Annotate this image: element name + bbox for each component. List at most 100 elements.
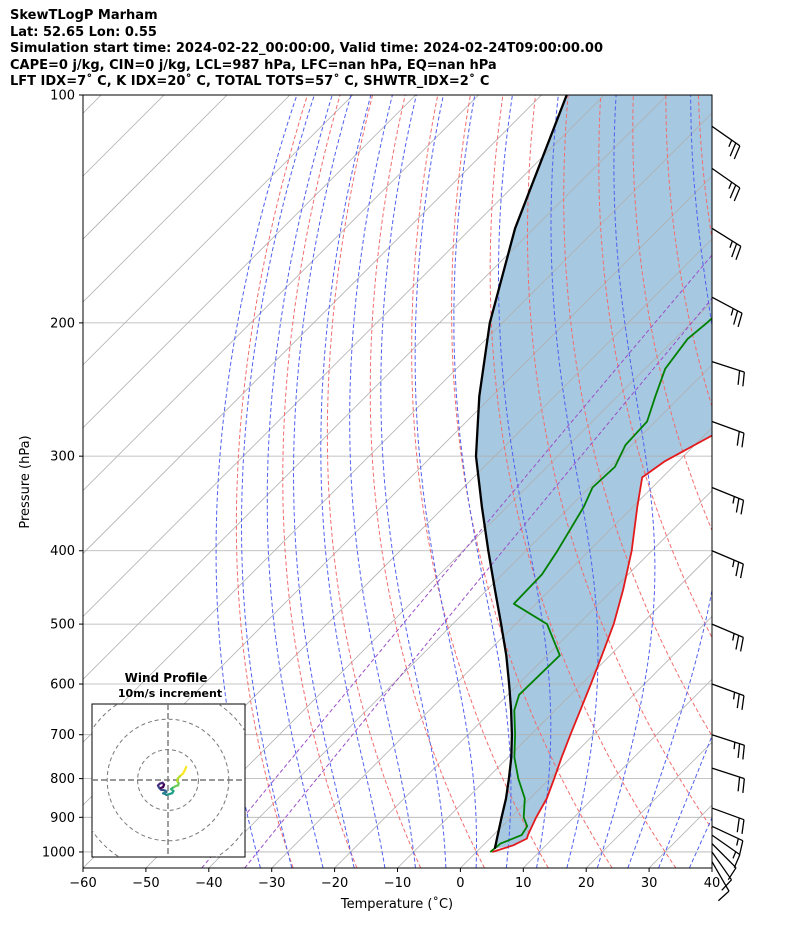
mixing-ratio-lines	[201, 254, 712, 868]
wind-barb-flag	[733, 310, 739, 325]
wind-barb-halfflag	[732, 851, 737, 859]
wind-barb-flag	[735, 635, 740, 650]
x-tick-label-0: 0	[456, 876, 464, 891]
mixing-ratio-0.2	[244, 297, 712, 868]
x-tick-label--20: −20	[321, 876, 348, 891]
hodograph-segment-26	[159, 785, 165, 790]
dry-adiabat-20	[451, 95, 613, 868]
y-tick-label-800: 800	[50, 772, 75, 787]
wind-barb-halfflag	[729, 240, 733, 248]
moist-adiabat-10	[498, 95, 552, 868]
moist-adiabat--10	[349, 95, 416, 868]
dry-adiabat-10	[411, 95, 549, 868]
wind-barb-shaft	[711, 767, 745, 780]
wind-barb-flag	[742, 372, 745, 387]
wind-barb-flag	[736, 693, 740, 709]
wind-barb-3	[711, 834, 741, 869]
wind-barb-flag	[733, 854, 741, 869]
wind-barb-shaft	[711, 683, 745, 697]
title-block: SkewTLogP Marham Lat: 52.65 Lon: 0.55 Si…	[10, 8, 603, 91]
wind-barb-4	[711, 825, 744, 855]
dry-adiabat-110	[764, 95, 794, 868]
wind-barb-shaft	[711, 734, 745, 746]
wind-barb-flag	[737, 370, 741, 385]
isotherm--50	[145, 301, 712, 868]
wind-barbs	[711, 125, 745, 902]
moist-adiabats	[215, 95, 712, 868]
parcel-line	[474, 95, 568, 849]
wind-barb-16	[711, 167, 741, 202]
isotherm--20	[334, 490, 712, 868]
hodograph-title: Wind Profile	[125, 671, 208, 685]
y-tick-label-200: 200	[50, 316, 75, 331]
wind-barb-8	[711, 683, 745, 710]
wind-barb-halfflag	[728, 139, 733, 147]
dry-adiabat-100	[731, 95, 794, 868]
dry-adiabat--20	[282, 95, 358, 868]
dry-adiabat-90	[697, 95, 712, 241]
moist-adiabat-20	[596, 95, 656, 868]
x-tick-label-40: 40	[704, 876, 721, 891]
wind-barb-9	[711, 623, 744, 652]
wind-barb-11	[711, 486, 745, 515]
wind-barb-17	[711, 125, 741, 160]
isotherm--90	[83, 95, 668, 680]
cape-cin-shading	[476, 95, 712, 849]
wind-barb-flag	[736, 431, 740, 446]
title-line-time: Simulation start time: 2024-02-22_00:00:…	[10, 41, 603, 56]
wind-barb-flag	[735, 498, 740, 513]
title-line-indices: LFT IDX=7˚ C, K IDX=20˚ C, TOTAL TOTS=57…	[10, 74, 490, 89]
wind-barb-shaft	[711, 486, 744, 501]
wind-barb-flag	[729, 142, 737, 157]
isotherm--40	[208, 364, 712, 868]
wind-barb-flag	[741, 433, 745, 448]
moist-adiabat--25	[266, 95, 333, 868]
wind-barb-flag	[733, 187, 741, 202]
moist-adiabat-0	[414, 95, 477, 868]
dry-adiabat-0	[369, 95, 485, 868]
wind-barb-shaft	[711, 843, 737, 869]
wind-barb-flag	[736, 817, 740, 833]
dry-adiabat-70	[632, 95, 712, 532]
temperature-line	[491, 434, 712, 853]
wind-barb-shaft	[711, 623, 744, 638]
hodograph-inset: Wind Profile 10m/s increment	[91, 671, 246, 858]
isotherm-40	[711, 867, 712, 868]
wind-barb-14	[711, 296, 743, 328]
wind-barb-shaft	[711, 167, 741, 189]
wind-barb-flag	[721, 879, 732, 891]
mixing-ratio-0.1	[201, 254, 712, 868]
wind-barb-flag	[733, 145, 741, 160]
moist-adiabat--15	[320, 95, 386, 868]
y-tick-label-400: 400	[50, 544, 75, 559]
y-tick-label-900: 900	[50, 811, 75, 826]
isotherm--30	[271, 427, 712, 868]
y-tick-label-1000: 1000	[42, 845, 75, 860]
x-tick-label--10: −10	[384, 876, 411, 891]
moist-adiabat--20	[293, 95, 355, 868]
wind-barb-halfflag	[732, 496, 735, 504]
wind-barb-flag	[741, 819, 745, 834]
isotherm--140	[83, 95, 354, 366]
wind-barb-flag	[727, 867, 737, 881]
wind-barb-flag	[735, 246, 742, 260]
dry-adiabat-40	[527, 95, 712, 830]
isotherm--120	[83, 95, 479, 492]
moist-adiabat--5	[380, 95, 447, 868]
wind-barb-shaft	[711, 227, 742, 247]
wind-barb-flag	[735, 561, 740, 577]
dewpoint-line	[489, 317, 712, 853]
wind-barb-flag	[741, 695, 745, 710]
wind-barb-shaft	[711, 825, 744, 842]
wind-barb-12	[711, 420, 745, 448]
isotherm-10	[523, 678, 712, 868]
x-tick-label-30: 30	[641, 876, 658, 891]
y-tick-label-500: 500	[50, 618, 75, 633]
x-axis-label: Temperature (˚C)	[340, 896, 453, 912]
moist-adiabat-25	[627, 95, 712, 868]
isotherm--110	[83, 95, 542, 555]
wind-barb-shaft	[711, 851, 733, 881]
wind-barb-13	[711, 360, 745, 387]
